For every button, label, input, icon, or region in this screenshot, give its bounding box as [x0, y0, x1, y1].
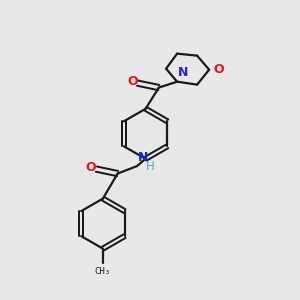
Text: O: O — [127, 75, 138, 88]
Text: CH₃: CH₃ — [94, 267, 110, 276]
Text: O: O — [214, 63, 224, 76]
Text: N: N — [138, 151, 148, 164]
Text: O: O — [86, 161, 96, 174]
Text: H: H — [146, 160, 155, 173]
Text: N: N — [178, 66, 188, 79]
